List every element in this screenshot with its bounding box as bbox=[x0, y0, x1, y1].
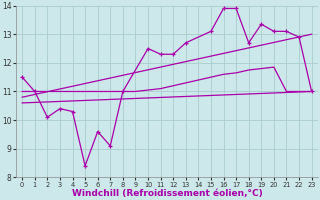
X-axis label: Windchill (Refroidissement éolien,°C): Windchill (Refroidissement éolien,°C) bbox=[72, 189, 262, 198]
